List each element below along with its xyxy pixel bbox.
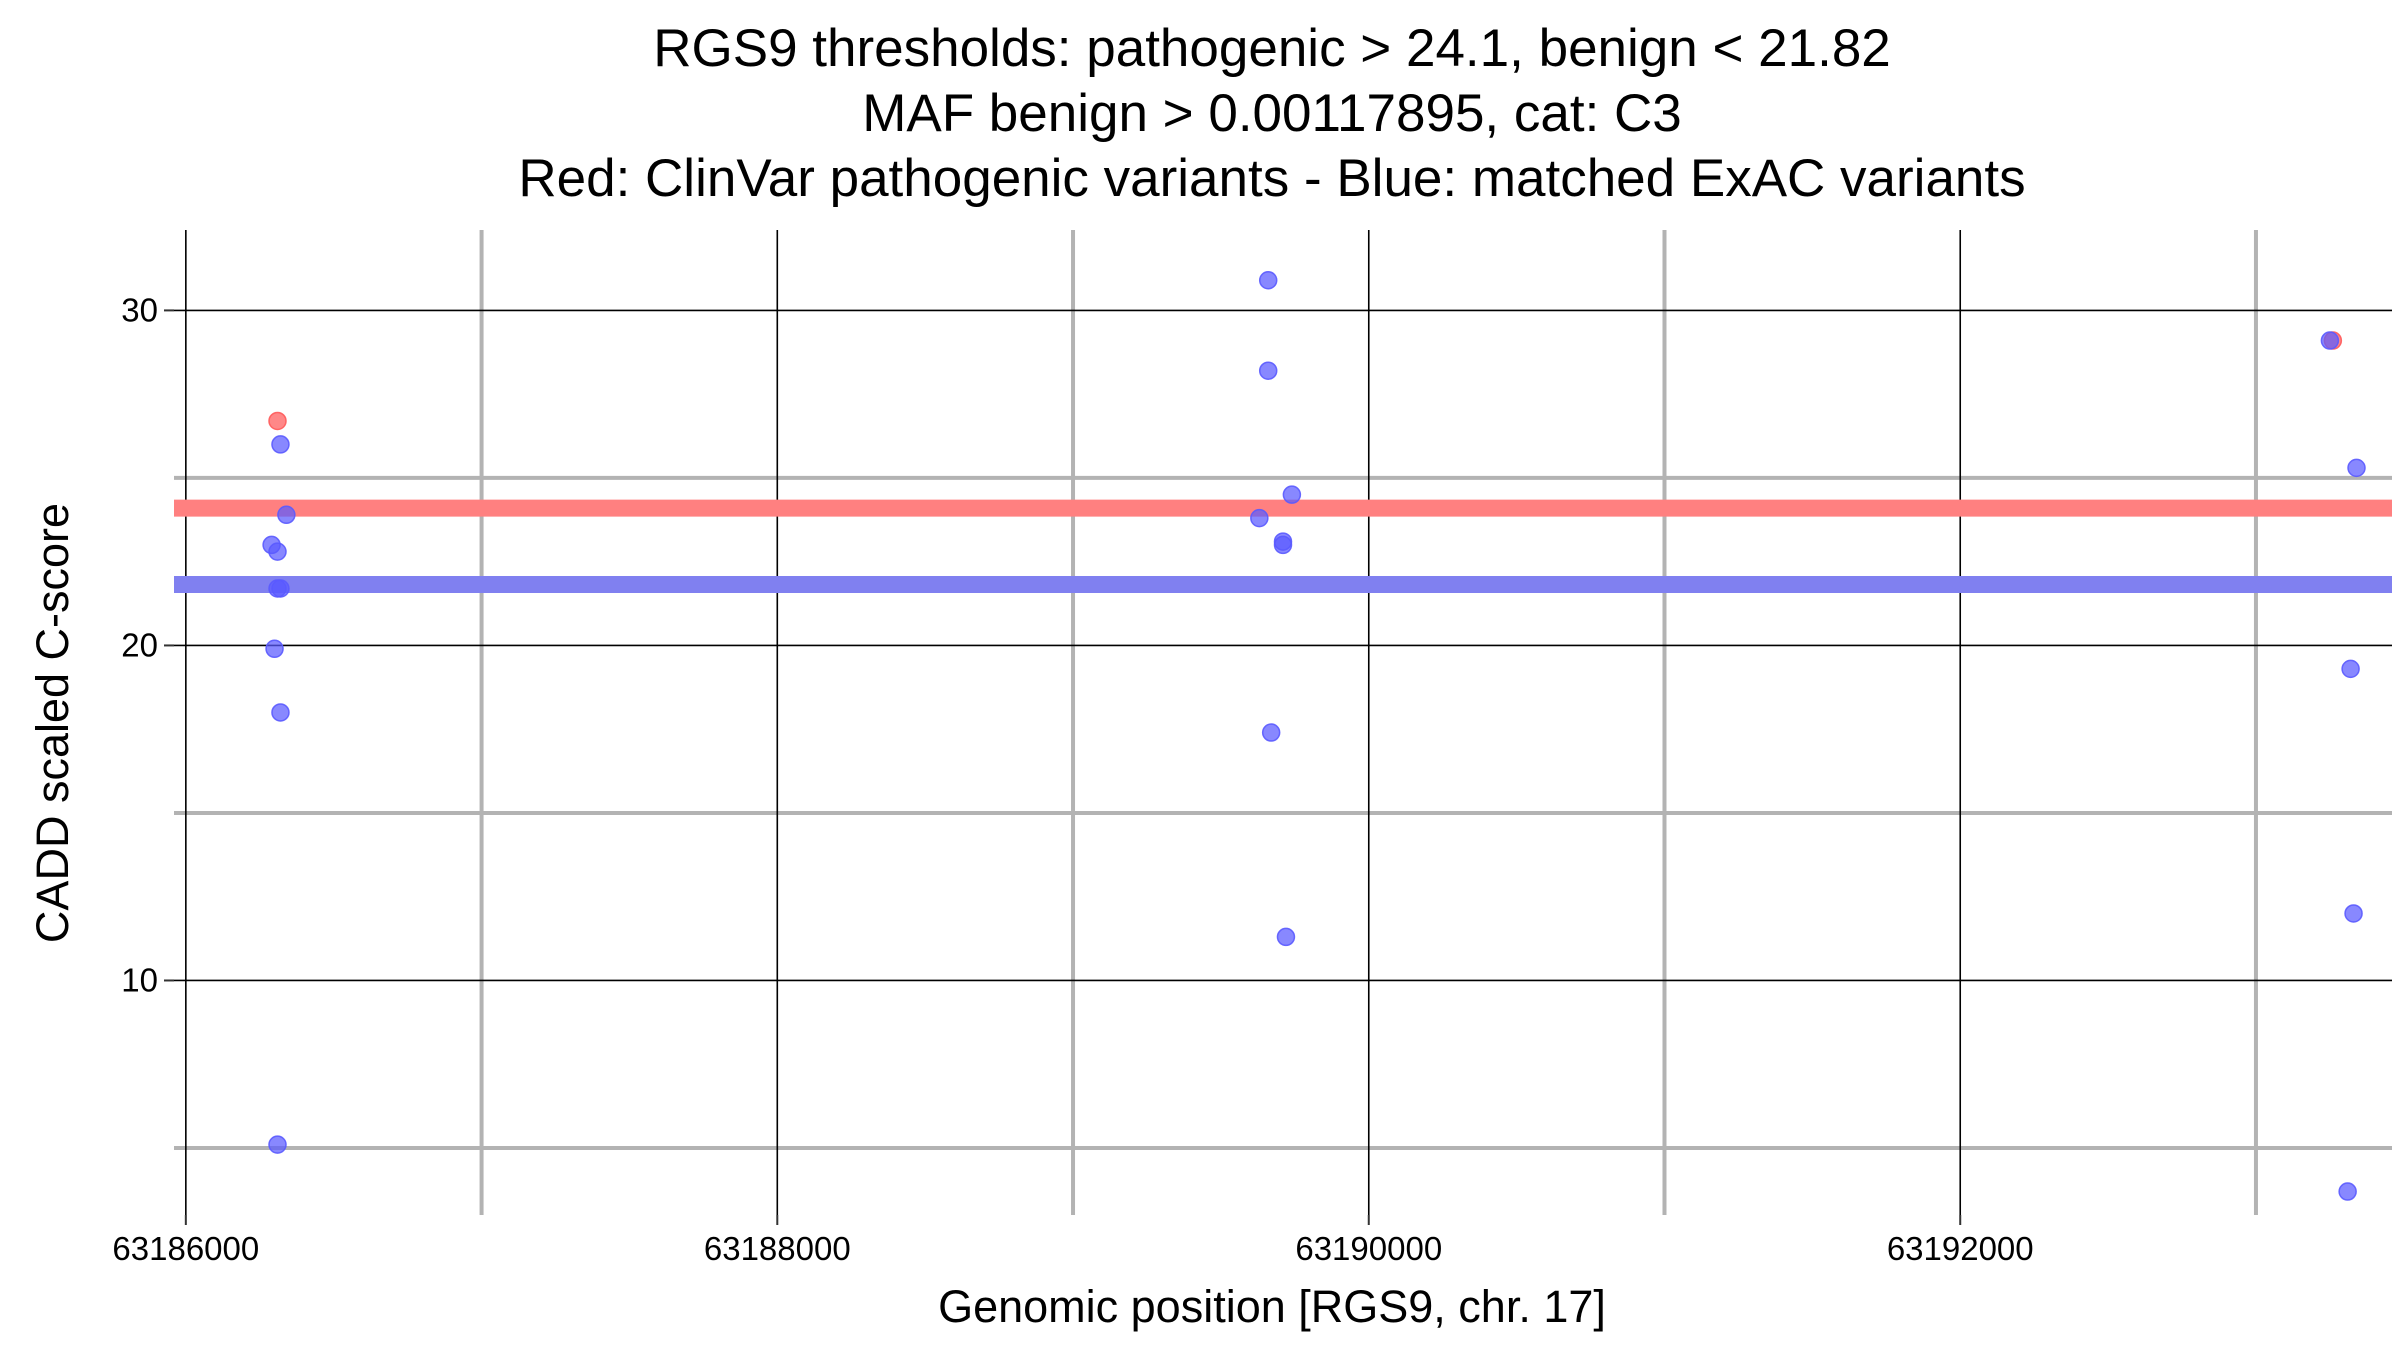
- x-tick-label: 63188000: [704, 1230, 851, 1267]
- exac-variant-point: [1261, 723, 1281, 742]
- exac-variant-point: [2338, 1182, 2357, 1201]
- exac-variant-point: [268, 542, 287, 561]
- chart-title: RGS9 thresholds: pathogenic > 24.1, beni…: [518, 19, 2025, 208]
- threshold-lines: [174, 499, 2392, 593]
- title-line-3: Red: ClinVar pathogenic variants - Blue:…: [518, 149, 2025, 208]
- exac-variant-point: [1276, 927, 1296, 947]
- major-gridlines: [174, 230, 2392, 1215]
- exac-variant-point: [1258, 271, 1278, 290]
- x-axis-title: Genomic position [RGS9, chr. 17]: [938, 1281, 1606, 1332]
- exac-variant-point: [271, 703, 290, 722]
- exac-variant-point: [271, 435, 290, 454]
- y-tick-label: 30: [121, 291, 158, 328]
- x-tick-label: 63190000: [1295, 1230, 1442, 1267]
- x-axis: 63186000 63188000 63190000 63192000: [112, 1215, 2034, 1267]
- y-tick-label: 20: [121, 626, 158, 663]
- minor-gridlines: [174, 230, 2392, 1215]
- exac-variant-point: [1258, 361, 1278, 380]
- x-tick-label: 63192000: [1887, 1230, 2034, 1267]
- y-axis-title: CADD scaled C-score: [27, 503, 78, 943]
- clinvar-pathogenic-point: [268, 411, 287, 431]
- exac-variant-point: [1250, 508, 1269, 528]
- exac-variant-point: [2344, 904, 2363, 923]
- exac-variant-point: [1282, 485, 1302, 504]
- exac-variant-point: [2347, 458, 2366, 478]
- exac-variant-point: [271, 579, 290, 598]
- exac-variant-point: [265, 639, 284, 659]
- data-points: [262, 271, 2366, 1201]
- exac-variant-point: [277, 505, 296, 525]
- title-line-1: RGS9 thresholds: pathogenic > 24.1, beni…: [653, 19, 1891, 78]
- exac-variant-point: [2341, 659, 2360, 679]
- title-line-2: MAF benign > 0.00117895, cat: C3: [862, 84, 1682, 143]
- x-tick-label: 63186000: [112, 1230, 259, 1267]
- y-axis: 10 20 30: [121, 291, 174, 998]
- exac-variant-point: [1273, 535, 1293, 555]
- exac-variant-point: [268, 1135, 287, 1154]
- exac-variant-point: [2320, 331, 2340, 350]
- y-tick-label: 10: [121, 961, 158, 998]
